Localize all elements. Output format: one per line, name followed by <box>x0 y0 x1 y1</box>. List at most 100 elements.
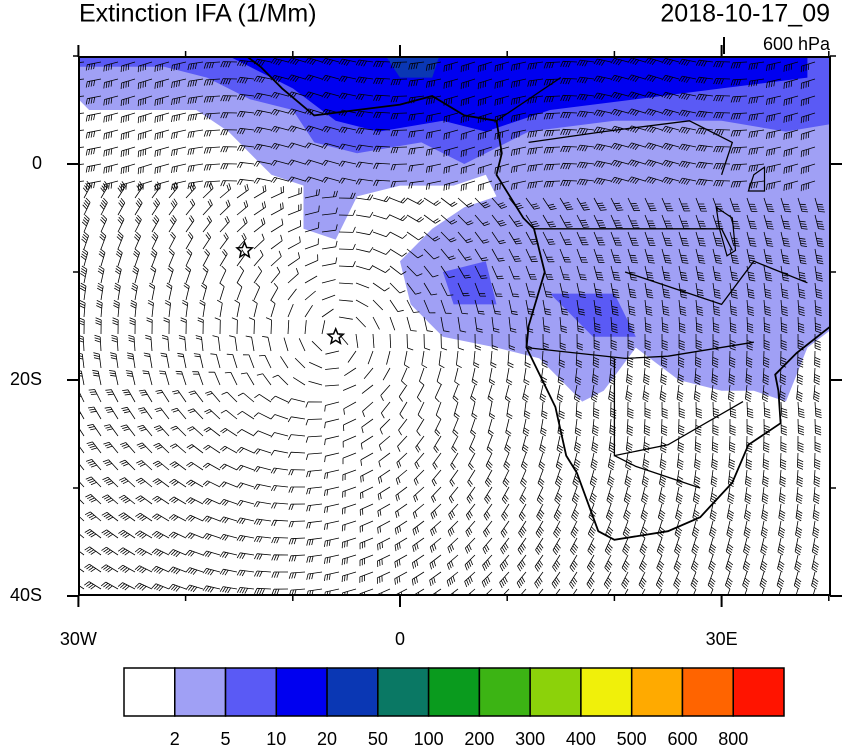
wind-barb <box>253 109 272 117</box>
wind-barb <box>84 563 102 573</box>
wind-barb <box>593 299 602 316</box>
wind-barb <box>795 588 799 595</box>
wind-barb <box>658 486 666 505</box>
wind-barb <box>390 163 408 171</box>
wind-barb <box>457 197 474 208</box>
wind-barb <box>813 486 820 504</box>
wind-barb <box>270 485 289 492</box>
wind-barb <box>491 333 498 351</box>
wind-barb <box>397 435 408 452</box>
wind-barb <box>592 418 599 437</box>
colorbar-box <box>123 667 176 717</box>
wind-barb <box>137 95 153 107</box>
wind-barb <box>93 352 102 369</box>
wind-barb <box>508 333 515 351</box>
wind-barb <box>443 163 459 174</box>
wind-barb <box>202 199 213 216</box>
wind-barb <box>695 178 714 186</box>
wind-barb <box>813 367 821 385</box>
wind-barb <box>168 496 187 505</box>
wind-barb <box>373 60 391 68</box>
wind-barb <box>338 143 357 150</box>
wind-barb <box>797 214 808 230</box>
wind-barb <box>79 180 85 182</box>
wind-barb <box>766 180 782 191</box>
wind-barb <box>695 299 704 316</box>
wind-barb <box>168 583 187 592</box>
wind-barb <box>519 486 527 505</box>
wind-barb <box>449 588 459 595</box>
wind-barb <box>729 231 740 247</box>
wind-barb <box>627 214 640 229</box>
wind-barb <box>154 61 170 72</box>
wind-barb <box>695 161 714 169</box>
wind-barb <box>814 418 822 436</box>
wind-barb <box>171 180 187 191</box>
wind-barb <box>306 503 323 512</box>
wind-barb <box>712 197 724 212</box>
colorbar-box <box>732 667 785 717</box>
wind-barb <box>692 486 701 505</box>
wind-barb <box>511 163 527 173</box>
wind-barb <box>84 546 102 556</box>
wind-barb <box>766 95 782 106</box>
wind-barb <box>389 231 408 239</box>
wind-barb <box>114 265 122 284</box>
wind-barb <box>610 108 629 117</box>
wind-barb <box>219 265 227 284</box>
wind-barb <box>449 469 459 487</box>
wind-barb <box>678 248 689 264</box>
wind-barb <box>537 469 545 488</box>
wind-barb <box>237 392 255 403</box>
wind-barb <box>344 367 357 377</box>
wind-barb <box>101 529 119 539</box>
wind-barb <box>338 299 353 302</box>
wind-barb <box>644 142 663 151</box>
wind-barb <box>695 418 702 436</box>
wind-barb <box>408 180 425 189</box>
wind-barb <box>644 231 656 246</box>
wind-barb <box>271 537 289 544</box>
wind-barb <box>135 512 153 522</box>
wind-barb <box>355 316 366 328</box>
wind-barb <box>713 180 731 187</box>
wind-barb <box>187 78 204 88</box>
wind-barb <box>691 520 700 539</box>
wind-barb <box>203 78 221 86</box>
wind-barb <box>219 248 228 267</box>
wind-barb <box>543 61 561 69</box>
title: Extinction IFA (1/Mm) <box>79 0 317 28</box>
wind-barb <box>448 486 459 504</box>
wind-barb <box>778 486 786 505</box>
wind-barb <box>168 231 176 250</box>
wind-barb <box>253 92 272 100</box>
wind-barb <box>103 129 119 140</box>
wind-barb <box>311 340 323 352</box>
wind-barb <box>440 214 458 225</box>
wind-barb <box>676 469 684 488</box>
wind-barb <box>202 265 209 284</box>
wind-barb <box>304 290 316 301</box>
wind-barb <box>79 515 85 522</box>
wind-barb <box>102 494 119 505</box>
wind-barb <box>128 334 136 352</box>
lon-label: 30E <box>706 629 738 649</box>
wind-barb <box>288 469 306 476</box>
wind-barb <box>728 367 736 385</box>
wind-barb <box>673 571 682 590</box>
wind-barb <box>80 265 88 284</box>
wind-barb <box>172 390 187 403</box>
wind-barb <box>168 248 175 267</box>
wind-barb <box>423 197 441 206</box>
wind-barb <box>450 452 459 470</box>
wind-barb <box>103 180 119 191</box>
wind-barb <box>359 503 374 516</box>
wind-barb <box>641 486 649 505</box>
wind-barb <box>471 367 478 386</box>
wind-barb <box>730 180 748 188</box>
wind-barb <box>511 78 527 88</box>
wind-barb <box>236 110 255 118</box>
wind-barb <box>154 146 170 157</box>
wind-barb <box>287 267 299 284</box>
wind-barb <box>103 78 119 89</box>
